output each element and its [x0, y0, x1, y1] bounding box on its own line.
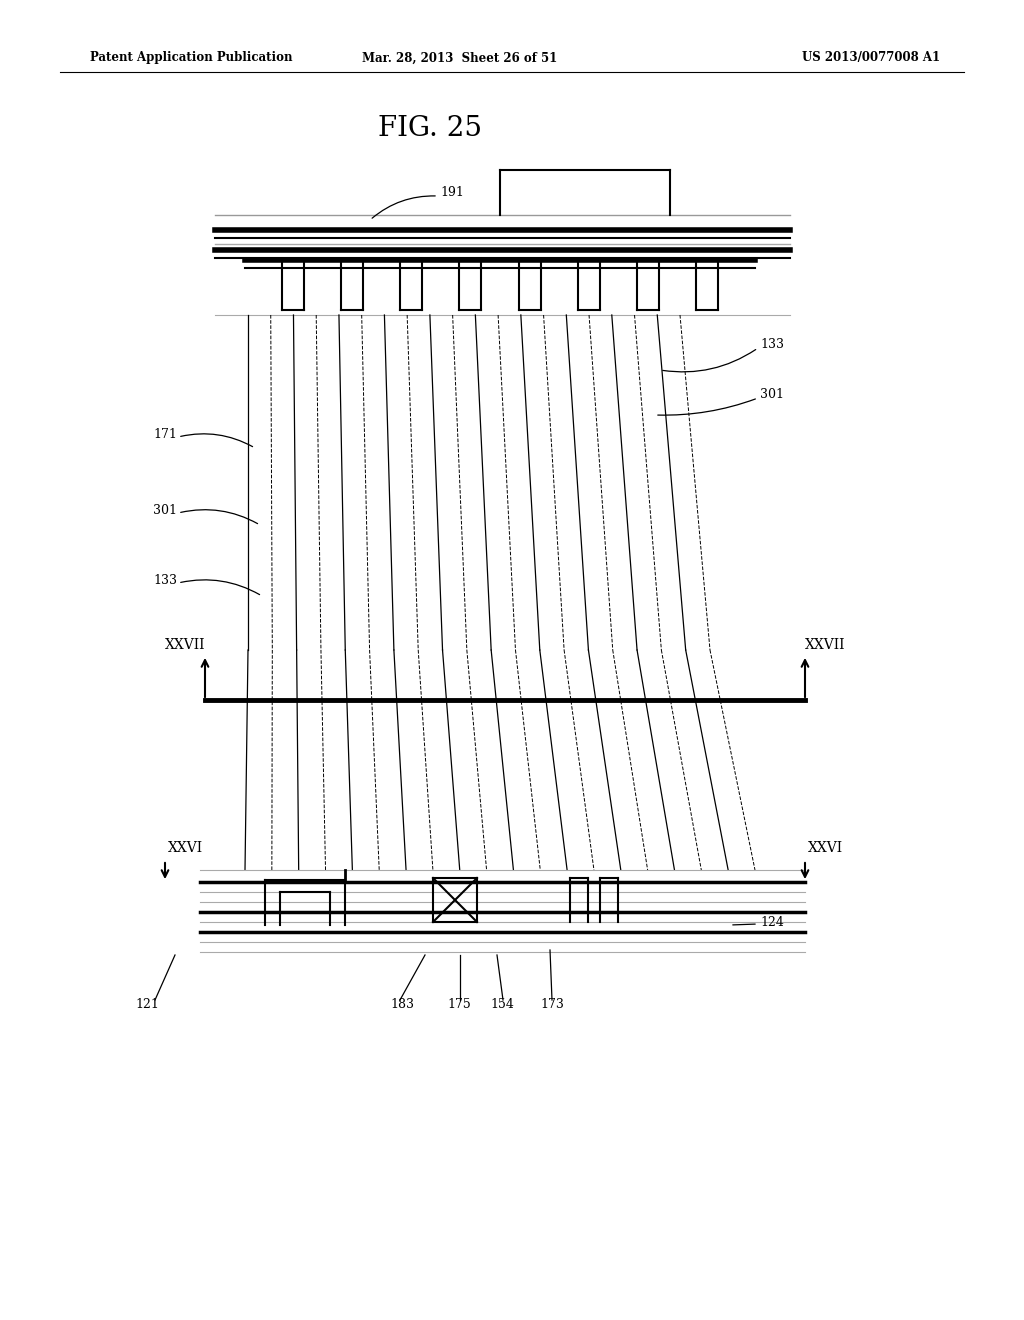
Text: XXVI: XXVI [168, 841, 203, 855]
Text: 173: 173 [540, 998, 564, 1011]
Bar [433, 878, 477, 921]
Text: 124: 124 [760, 916, 784, 928]
Text: 191: 191 [440, 186, 464, 198]
Text: 301: 301 [153, 503, 177, 516]
Text: XXVII: XXVII [165, 638, 205, 652]
Text: 133: 133 [760, 338, 784, 351]
Text: 301: 301 [760, 388, 784, 401]
Text: 121: 121 [135, 998, 159, 1011]
Text: FIG. 25: FIG. 25 [378, 115, 482, 141]
Text: XXVII: XXVII [805, 638, 846, 652]
Text: XXVI: XXVI [808, 841, 843, 855]
Text: Mar. 28, 2013  Sheet 26 of 51: Mar. 28, 2013 Sheet 26 of 51 [362, 51, 558, 65]
Text: US 2013/0077008 A1: US 2013/0077008 A1 [802, 51, 940, 65]
Text: 183: 183 [390, 998, 414, 1011]
Text: 154: 154 [490, 998, 514, 1011]
Text: Patent Application Publication: Patent Application Publication [90, 51, 293, 65]
Text: 171: 171 [153, 429, 177, 441]
Text: 133: 133 [153, 573, 177, 586]
Text: 175: 175 [447, 998, 471, 1011]
